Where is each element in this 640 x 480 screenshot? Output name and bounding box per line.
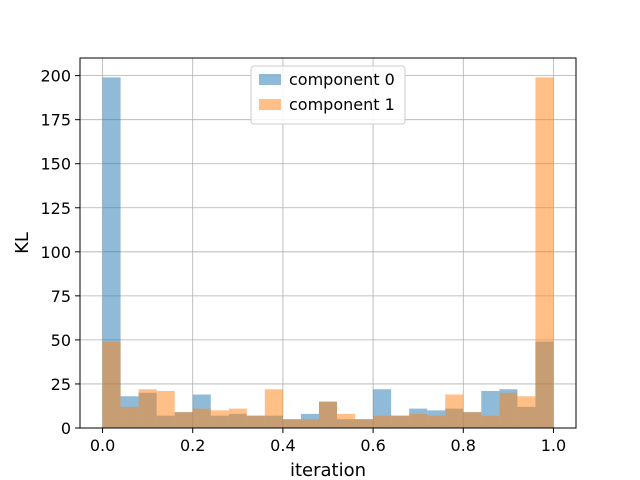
bar-series-1-bin-0 (102, 341, 121, 428)
y-tick-label-8: 200 (40, 67, 71, 86)
bar-series-1-bin-1 (120, 406, 139, 428)
histogram-bars (102, 77, 554, 428)
y-tick-label-5: 125 (40, 199, 71, 218)
bar-series-1-bin-13 (337, 413, 356, 428)
bar-series-1-bin-20 (463, 412, 482, 428)
bar-series-1-bin-19 (445, 394, 464, 428)
bar-series-0-bin-0 (102, 77, 121, 428)
x-tick-label-0: 0.0 (90, 436, 115, 455)
legend-label-1: component 1 (289, 95, 395, 114)
bar-series-1-bin-15 (373, 415, 392, 428)
x-tick-label-3: 0.6 (360, 436, 385, 455)
bar-series-1-bin-18 (427, 415, 446, 428)
legend-swatch-0 (259, 74, 281, 85)
bar-series-1-bin-12 (318, 401, 338, 428)
x-axis-ticks: 0.0 0.2 0.4 0.6 0.8 1.0 (90, 428, 566, 455)
y-tick-label-1: 25 (51, 375, 71, 394)
bar-series-1-bin-8 (246, 415, 265, 428)
y-axis-label: KL (12, 232, 33, 254)
x-tick-label-2: 0.4 (270, 436, 295, 455)
bar-series-1-bin-5 (192, 408, 211, 428)
x-tick-label-4: 0.8 (451, 436, 476, 455)
y-tick-label-6: 150 (40, 155, 71, 174)
legend-swatch-1 (259, 99, 281, 110)
bar-series-1-bin-6 (210, 410, 229, 428)
bar-series-1-bin-4 (174, 412, 193, 428)
bar-series-1-bin-7 (228, 408, 247, 428)
legend-box (250, 65, 406, 125)
y-tick-label-3: 75 (51, 287, 71, 306)
y-tick-label-0: 0 (61, 419, 71, 438)
bar-series-1-bin-3 (156, 391, 175, 428)
x-tick-label-5: 1.0 (541, 436, 566, 455)
y-tick-label-7: 175 (40, 111, 71, 130)
bar-series-1-bin-9 (264, 389, 283, 428)
legend-label-0: component 0 (289, 70, 395, 89)
y-tick-label-4: 100 (40, 243, 71, 262)
bar-series-1-bin-16 (391, 415, 410, 428)
bar-series-1-bin-2 (138, 389, 157, 428)
y-tick-label-2: 50 (51, 331, 71, 350)
bar-series-1-bin-24 (535, 77, 554, 428)
bar-series-1-bin-23 (517, 396, 536, 428)
bar-series-1-bin-17 (409, 413, 428, 428)
bar-series-1-bin-21 (481, 415, 500, 428)
bar-series-1-bin-10 (282, 419, 301, 428)
x-tick-label-1: 0.2 (180, 436, 205, 455)
plot-frame (79, 57, 577, 429)
y-axis-ticks: 0 25 50 75 100 125 150 175 200 (40, 67, 80, 438)
legend: component 0 component 1 (250, 65, 406, 125)
bar-series-1-bin-22 (499, 392, 518, 428)
bar-series-1-bin-14 (355, 419, 374, 428)
x-axis-label: iteration (290, 460, 366, 480)
bar-series-1-bin-11 (300, 419, 319, 428)
